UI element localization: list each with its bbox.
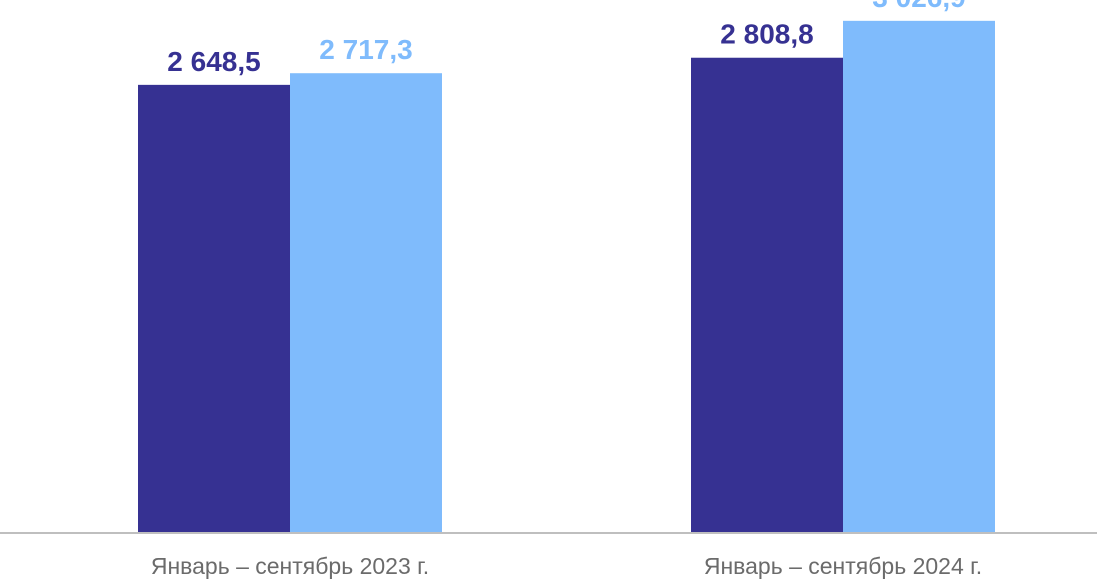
bar-series1-cat1 (138, 84, 290, 533)
value-label-series1-cat1: 2 648,5 (167, 46, 260, 77)
bars-layer (138, 20, 995, 534)
value-label-series2-cat2: 3 026,9 (872, 0, 965, 13)
category-label-2024: Январь – сентябрь 2024 г. (704, 553, 982, 579)
bar-series2-cat1 (290, 73, 442, 534)
value-label-series2-cat1: 2 717,3 (319, 34, 412, 65)
value-label-series1-cat2: 2 808,8 (720, 19, 813, 50)
value-labels-layer: 2 648,5 2 717,3 2 808,8 3 026,9 (167, 0, 965, 77)
bar-series2-cat2 (843, 20, 995, 534)
category-label-2023: Январь – сентябрь 2023 г. (151, 553, 429, 579)
bar-series1-cat2 (691, 57, 843, 533)
